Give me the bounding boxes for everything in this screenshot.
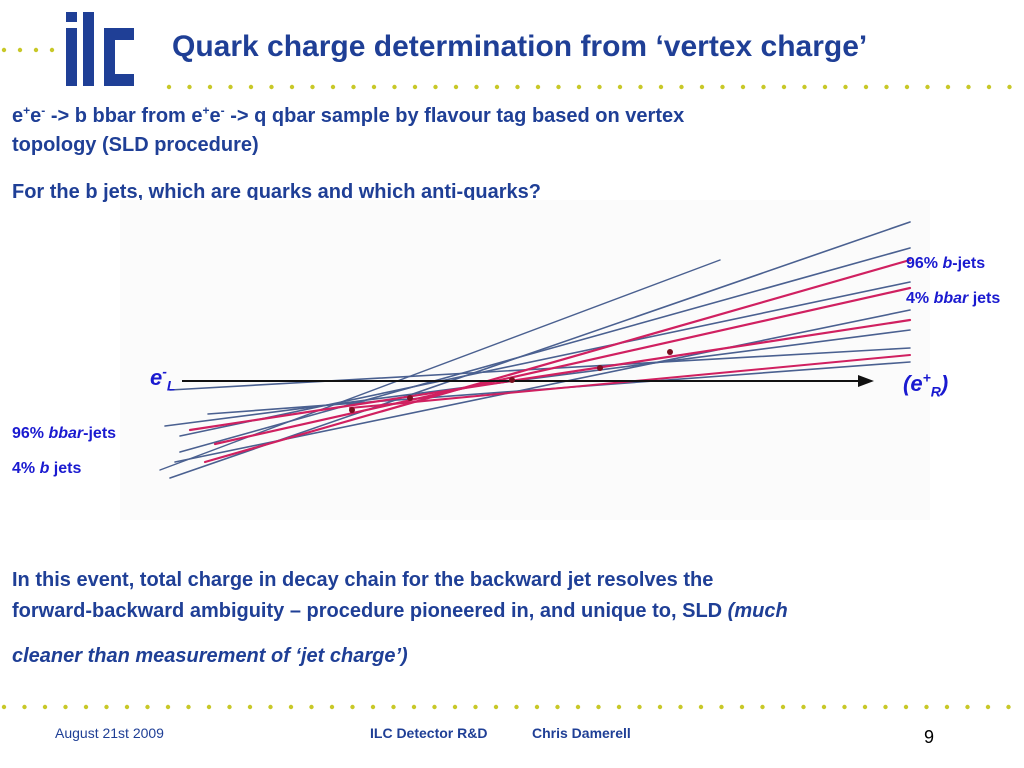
electron-beam-label: e-L xyxy=(150,363,176,394)
conclusion-line-1: In this event, total charge in decay cha… xyxy=(12,569,714,591)
intro-line-2: topology (SLD procedure) xyxy=(12,134,259,156)
vertex-dot xyxy=(407,395,413,401)
track-line xyxy=(213,286,912,446)
beam-arrowhead xyxy=(858,375,874,387)
footer-event: ILC Detector R&D xyxy=(370,725,488,741)
backward-jet-label-2: 4% b jets xyxy=(12,460,82,477)
footer-author: Chris Damerell xyxy=(532,725,631,741)
conclusion-line-3: cleaner than measurement of ‘jet charge’… xyxy=(12,645,408,667)
footer-date: August 21st 2009 xyxy=(55,725,164,741)
question-text: For the b jets, which are quarks and whi… xyxy=(12,181,541,203)
track-line xyxy=(179,281,911,437)
backward-jet-label-1: 96% bbar-jets xyxy=(12,425,117,442)
conclusion-paragraph: In this event, total charge in decay cha… xyxy=(12,565,1022,672)
intro-line-1: e+e- -> b bbar from e+e- -> q qbar sampl… xyxy=(12,103,685,127)
decorative-dots-top xyxy=(166,84,1012,90)
positron-beam-label: (e+R) xyxy=(903,369,949,400)
track-line xyxy=(174,309,911,463)
slide-title: Quark charge determination from ‘vertex … xyxy=(172,30,868,63)
decorative-dots-top-left xyxy=(1,47,55,53)
vertex-dot xyxy=(597,365,603,371)
track-line xyxy=(179,247,911,453)
vertex-dot xyxy=(349,407,355,413)
forward-jet-label-1: 96% b-jets xyxy=(906,255,986,272)
vertex-dot xyxy=(509,377,515,383)
event-display-diagram xyxy=(120,200,930,520)
page-number: 9 xyxy=(924,727,935,747)
track-line xyxy=(203,258,912,464)
intro-paragraph: e+e- -> b bbar from e+e- -> q qbar sampl… xyxy=(12,102,1012,160)
track-line xyxy=(169,221,911,479)
track-line xyxy=(169,347,911,391)
forward-jet-label-2: 4% bbar jets xyxy=(906,290,1001,307)
track-line xyxy=(188,318,912,432)
decorative-dots-bottom xyxy=(1,704,1011,710)
vertex-dot xyxy=(667,349,673,355)
ilc-logo xyxy=(66,12,134,86)
conclusion-line-2: forward-backward ambiguity – procedure p… xyxy=(12,600,788,622)
